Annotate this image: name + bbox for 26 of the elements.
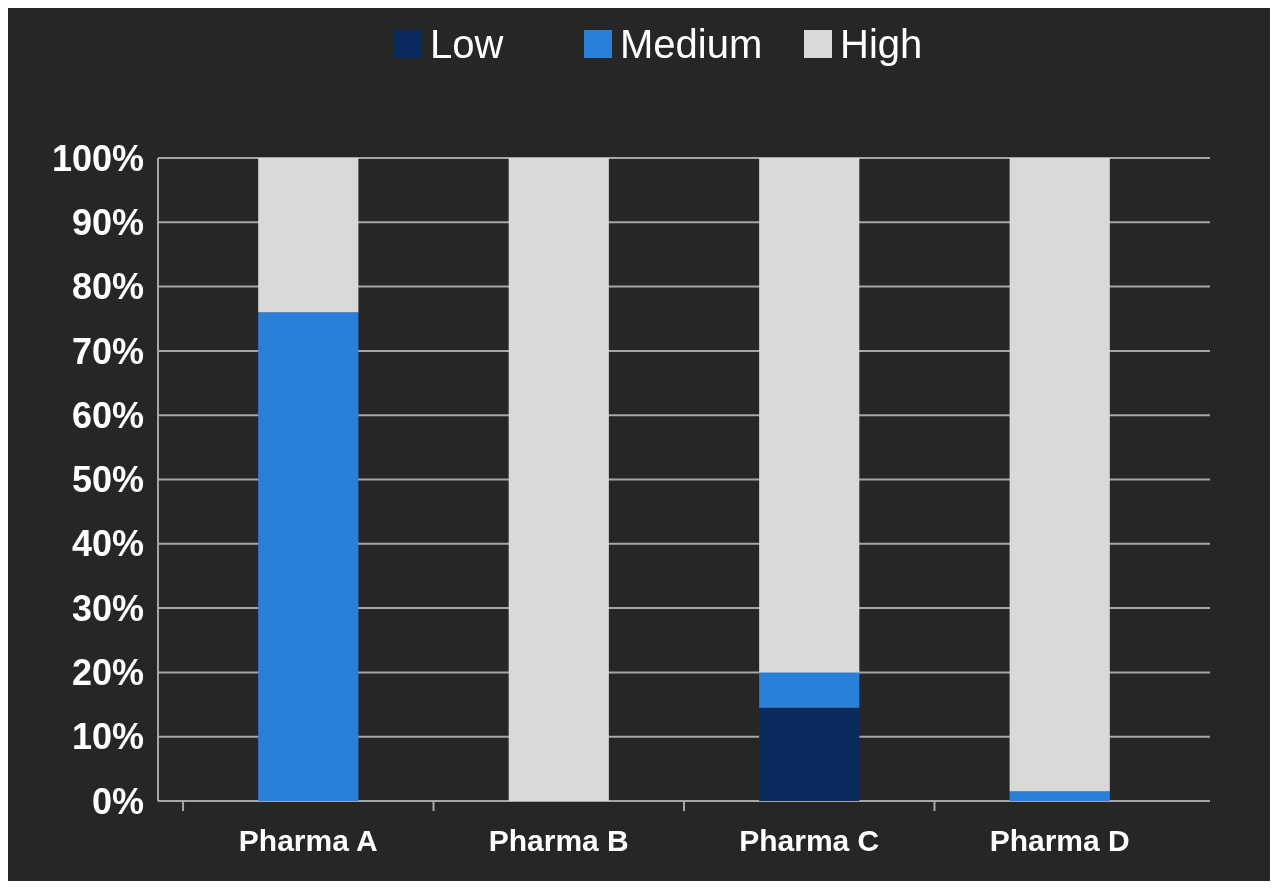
bar [508, 158, 609, 801]
bar [1009, 158, 1110, 792]
y-tick-label: 70% [71, 330, 144, 372]
y-tick-label: 20% [71, 652, 144, 693]
y-tick-label: 40% [71, 523, 144, 565]
bar [1009, 791, 1110, 801]
y-tick-label: 0% [91, 780, 144, 822]
bar [258, 312, 359, 801]
legend-label: High [840, 22, 923, 66]
y-tick-label: 100% [51, 137, 144, 179]
y-tick-label: 60% [71, 394, 144, 436]
y-tick-label: 10% [71, 716, 144, 758]
x-tick-label: Pharma B [488, 824, 629, 857]
y-tick-label: 30% [71, 587, 144, 629]
bar [759, 158, 860, 673]
bar [759, 707, 860, 801]
bar [759, 672, 860, 708]
bar [258, 158, 359, 313]
legend-label: Low [430, 22, 504, 66]
x-tick-label: Pharma A [238, 824, 378, 857]
y-tick-label: 50% [71, 459, 144, 501]
y-tick-label: 90% [71, 201, 144, 243]
x-tick-label: Pharma C [739, 824, 880, 857]
legend-label: Medium [620, 22, 763, 66]
y-tick-label: 80% [71, 266, 144, 308]
x-tick-label: Pharma D [989, 824, 1130, 857]
